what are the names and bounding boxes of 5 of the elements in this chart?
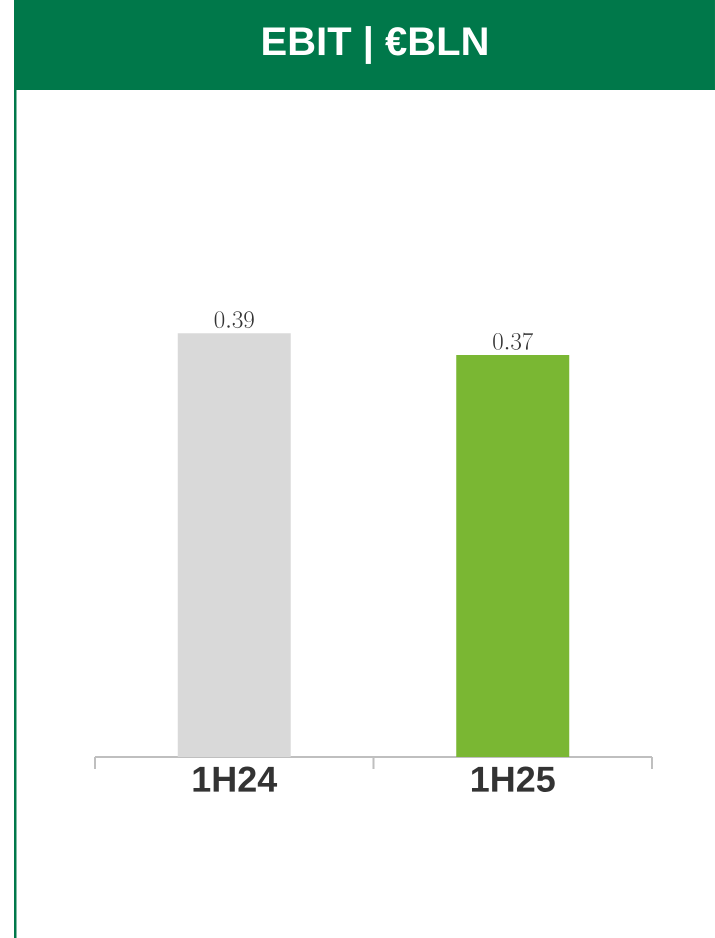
chart-title: EBIT | €BLN xyxy=(263,26,487,64)
data-label: 0.37 xyxy=(493,332,534,350)
x-tick-label: 1H25 xyxy=(472,766,555,792)
data-label: 0.39 xyxy=(214,311,254,328)
x-tick-label: 1H24 xyxy=(193,766,278,792)
